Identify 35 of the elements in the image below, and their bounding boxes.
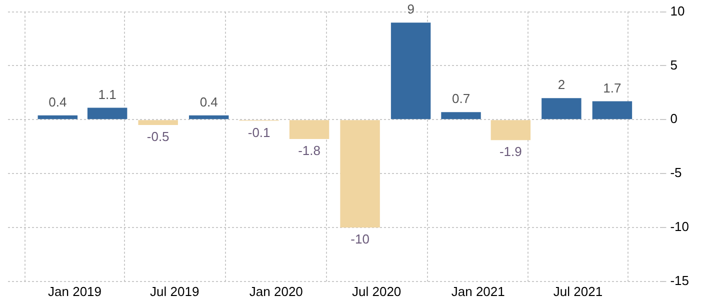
bar — [441, 112, 481, 120]
data-label: -10 — [350, 232, 370, 247]
data-label: -0.5 — [146, 129, 170, 144]
bar — [38, 115, 78, 120]
y-tick-label: -5 — [670, 165, 682, 180]
y-tick-label: 5 — [670, 57, 678, 72]
data-label: 2 — [558, 77, 566, 92]
bar — [390, 22, 431, 120]
bar — [592, 101, 632, 120]
y-tick-label: -10 — [670, 219, 690, 234]
data-label: 1.1 — [98, 86, 116, 102]
bar — [340, 120, 380, 228]
bar — [490, 120, 531, 140]
bar — [138, 120, 178, 126]
x-tick-label: Jul 2020 — [352, 284, 402, 299]
y-tick-label: 10 — [670, 3, 685, 18]
bar — [188, 115, 229, 120]
x-tick-label: Jan 2019 — [48, 284, 102, 299]
bar — [87, 108, 128, 120]
data-label: -1.9 — [499, 144, 522, 160]
data-label: -1.8 — [298, 143, 320, 158]
y-tick-label: 0 — [670, 111, 678, 126]
data-label: 0.7 — [452, 91, 470, 106]
data-label: 9 — [407, 2, 414, 17]
data-label: -0.1 — [248, 124, 270, 140]
data-label: 0.4 — [48, 94, 67, 110]
x-tick-label: Jul 2019 — [150, 284, 200, 299]
y-tick-label: -15 — [670, 272, 690, 288]
data-label: 1.7 — [603, 80, 622, 96]
data-label: 0.4 — [200, 94, 218, 110]
x-tick-label: Jan 2020 — [249, 284, 303, 299]
bar — [542, 98, 582, 120]
bar — [289, 120, 330, 140]
x-tick-label: Jan 2021 — [451, 284, 505, 299]
x-tick-label: Jul 2021 — [553, 284, 603, 299]
